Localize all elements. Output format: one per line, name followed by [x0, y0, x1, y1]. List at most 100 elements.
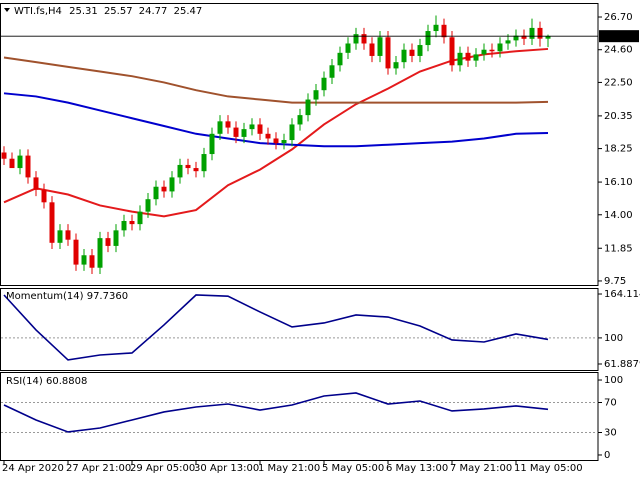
candle-body — [33, 177, 39, 190]
candle-body — [81, 255, 87, 265]
x-tick-label: 29 Apr 05:00 — [130, 463, 195, 474]
candle-body — [233, 127, 239, 137]
candle-body — [217, 121, 223, 134]
candle-body — [49, 202, 55, 243]
indicator-line — [3, 47, 549, 218]
candle-body — [41, 189, 47, 203]
candle-body — [185, 164, 191, 169]
candle-body — [177, 164, 183, 178]
candle-body — [105, 238, 111, 246]
candle-body — [241, 129, 247, 137]
y-tick-label: 16.10 — [604, 177, 633, 188]
candle-body — [161, 186, 167, 192]
x-tick-label: 1 May 21:00 — [258, 463, 320, 474]
candle-body — [545, 36, 551, 39]
rsi-title: RSI(14) 60.8808 — [6, 376, 87, 387]
candle-body — [289, 124, 295, 141]
x-tick-label: 6 May 13:00 — [386, 463, 448, 474]
candle-body — [441, 24, 447, 38]
ohlc-open: 25.31 — [69, 6, 98, 17]
indicator-value: 60.8808 — [46, 376, 87, 387]
candle-body — [481, 49, 487, 55]
candle-body — [73, 239, 79, 265]
chart-title: WTI.fs,H4 25.31 25.57 24.77 25.47 — [14, 6, 202, 17]
candle-body — [369, 43, 375, 56]
candle-body — [417, 45, 423, 56]
candle-body — [145, 199, 151, 212]
candle-body — [65, 230, 71, 240]
candle-body — [385, 37, 391, 69]
indicator-value: 97.7360 — [87, 291, 128, 302]
candle-body — [25, 155, 31, 178]
candle-body — [9, 158, 15, 169]
panel-border — [0, 372, 599, 461]
candle-body — [137, 211, 143, 225]
candle-body — [201, 154, 207, 172]
x-tick-label: 5 May 05:00 — [322, 463, 384, 474]
x-tick-label: 7 May 21:00 — [450, 463, 512, 474]
y-tick-label: 100 — [604, 375, 623, 386]
candle-body — [121, 221, 127, 231]
y-tick-label: 11.85 — [604, 243, 633, 254]
panel-border — [0, 3, 599, 286]
momentum-title: Momentum(14) 97.7360 — [6, 291, 128, 302]
candle-body — [401, 49, 407, 63]
menu-arrow — [4, 8, 10, 12]
y-tick-label: 0 — [604, 450, 610, 461]
candle-body — [433, 24, 439, 32]
candle-body — [281, 140, 287, 144]
candle-body — [361, 34, 367, 44]
indicator-line — [3, 392, 549, 433]
y-tick-label: 9.75 — [604, 276, 626, 287]
candle-body — [249, 124, 255, 130]
candle-body — [393, 62, 399, 69]
panel-border — [0, 288, 599, 371]
candle-body — [1, 152, 7, 159]
candle-body — [377, 37, 383, 56]
x-tick-label: 30 Apr 13:00 — [194, 463, 259, 474]
candle-body — [89, 255, 95, 268]
candle-body — [321, 77, 327, 91]
current-price-box — [599, 30, 639, 43]
indicator-name: RSI(14) — [6, 376, 43, 387]
candle-body — [297, 115, 303, 125]
y-tick-label: 70 — [604, 398, 617, 409]
candle-body — [313, 90, 319, 100]
indicator-line — [3, 56, 549, 104]
candle-body — [225, 121, 231, 128]
y-tick-label: 61.8879 — [604, 359, 640, 370]
candle-body — [273, 138, 279, 144]
candle-body — [169, 177, 175, 192]
candle-body — [257, 124, 263, 134]
candle-body — [265, 133, 271, 139]
candle-body — [449, 37, 455, 66]
x-tick-label: 11 May 05:00 — [514, 463, 583, 474]
symbol: WTI.fs,H4 — [14, 6, 62, 17]
candle-body — [17, 155, 23, 169]
candle-body — [337, 52, 343, 66]
y-tick-label: 100 — [604, 333, 623, 344]
candle-body — [521, 35, 527, 39]
candle-body — [129, 221, 135, 225]
candle-body — [505, 40, 511, 44]
y-tick-label: 24.60 — [604, 45, 633, 56]
candle-body — [97, 238, 103, 268]
x-tick-label: 24 Apr 2020 — [2, 463, 64, 474]
candle-body — [465, 52, 471, 61]
y-tick-label: 22.50 — [604, 77, 633, 88]
indicator-name: Momentum(14) — [6, 291, 84, 302]
candle-body — [537, 27, 543, 39]
y-tick-label: 20.35 — [604, 111, 633, 122]
candle-body — [425, 31, 431, 46]
candle-body — [153, 186, 159, 200]
current-price-label: 25.47 — [604, 31, 633, 42]
candle-body — [209, 133, 215, 155]
ohlc-high: 25.57 — [104, 6, 133, 17]
y-tick-label: 26.70 — [604, 12, 633, 23]
candle-body — [489, 49, 495, 52]
candle-body — [409, 49, 415, 56]
candle-body — [305, 99, 311, 116]
candle-body — [513, 35, 519, 41]
